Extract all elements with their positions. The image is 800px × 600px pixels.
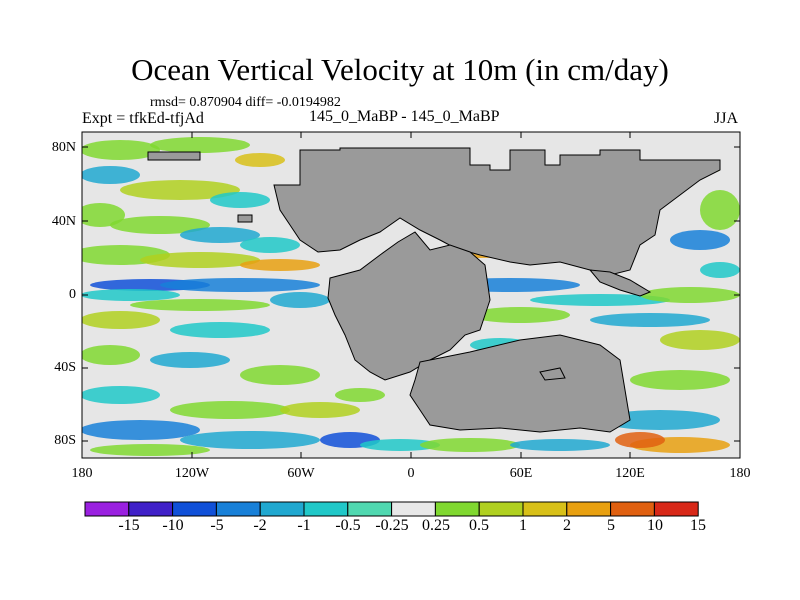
experiment-label: Expt = tfkEd-tfjAd	[82, 110, 204, 127]
velocity-contour-patch	[335, 388, 385, 402]
colorbar-swatch	[391, 501, 436, 517]
velocity-contour-patch	[240, 259, 320, 271]
x-tick-label: 180	[71, 466, 93, 481]
colorbar-swatch	[610, 501, 655, 517]
colorbar-swatch	[172, 501, 217, 517]
colorbar-swatch	[347, 501, 393, 517]
colorbar-swatch	[84, 501, 130, 517]
velocity-contour-patch	[82, 345, 140, 365]
colorbar-swatch	[478, 501, 524, 517]
land-small-island	[237, 214, 253, 223]
velocity-contour-patch	[510, 439, 610, 451]
colorbar-swatch	[434, 501, 480, 517]
colorbar-label: 0.25	[422, 517, 450, 534]
velocity-contour-patch	[160, 278, 320, 292]
velocity-contour-patch	[82, 289, 180, 301]
x-tick-label: 0	[407, 466, 415, 481]
velocity-contour-patch	[180, 227, 260, 243]
x-tick-label: 120W	[174, 466, 210, 481]
velocity-contour-patch	[82, 311, 160, 329]
velocity-contour-patch	[150, 137, 250, 153]
colorbar-label: 1	[519, 517, 527, 534]
axis-ticks	[81, 132, 741, 458]
colorbar-label: -2	[253, 517, 267, 534]
colorbar-label: -15	[118, 517, 140, 534]
velocity-contour-patch	[235, 153, 285, 167]
velocity-contour-patch	[420, 438, 520, 452]
velocity-contour-patch	[615, 432, 665, 448]
velocity-contour-patch	[82, 203, 125, 227]
velocity-contour-patch	[180, 431, 320, 449]
velocity-contour-patch	[150, 352, 230, 368]
velocity-contour-patch	[90, 444, 210, 456]
velocity-contour-patch	[470, 307, 570, 323]
colorbar-swatch	[522, 501, 568, 517]
y-tick-label: 80S	[54, 433, 76, 448]
colorbar-label: 10	[647, 517, 663, 534]
season-label: JJA	[714, 110, 739, 127]
velocity-contour-patch	[170, 322, 270, 338]
velocity-contour-patch	[530, 294, 670, 306]
colorbar-label: -0.5	[335, 517, 361, 534]
colorbar-label: -5	[210, 517, 224, 534]
velocity-contour-patch	[280, 402, 360, 418]
velocity-contour-patch	[170, 401, 290, 419]
velocity-contour-patch	[700, 262, 740, 278]
colorbar-swatch	[653, 501, 699, 517]
colorbar-swatch	[566, 501, 612, 517]
velocity-contour-patch	[590, 313, 710, 327]
colorbar-label: -0.25	[375, 517, 409, 534]
stats-label: rmsd= 0.870904 diff= -0.0194982	[150, 95, 341, 110]
colorbar-swatch	[128, 501, 174, 517]
velocity-contour-patch	[240, 237, 300, 253]
land-africa-south-america-block	[327, 231, 491, 381]
x-tick-label: 120E	[615, 466, 645, 481]
velocity-contour-patch	[210, 192, 270, 208]
colorbar-label: 5	[607, 517, 615, 534]
velocity-contour-patch	[660, 330, 740, 350]
velocity-contour-patch	[630, 370, 730, 390]
map-title: Ocean Vertical Velocity at 10m (in cm/da…	[131, 52, 669, 87]
colorbar-label: 15	[690, 517, 706, 534]
land-north-america-eurasia-block	[273, 147, 721, 276]
x-tick-label: 60E	[509, 466, 533, 481]
y-tick-label: 0	[69, 287, 76, 302]
velocity-contour-patch	[82, 166, 140, 184]
colorbar-label: 0.5	[469, 517, 489, 534]
velocity-contour-patch	[640, 287, 740, 303]
y-tick-label: 80N	[51, 140, 76, 155]
land-masses	[147, 147, 721, 433]
velocity-contour-patch	[140, 252, 260, 268]
colorbar-swatch	[259, 501, 305, 517]
velocity-contour-patch	[82, 420, 200, 440]
velocity-contour-patch	[270, 292, 330, 308]
colorbar-swatch	[303, 501, 349, 517]
land-small-island-east	[539, 367, 566, 381]
velocity-contour-patch	[600, 410, 720, 430]
colorbar-label: -1	[297, 517, 311, 534]
land-island-chain	[588, 269, 652, 297]
x-tick-label: 60W	[287, 466, 315, 481]
velocity-contour-patch	[130, 299, 270, 311]
velocity-contour-patch	[240, 365, 320, 385]
colorbar	[84, 501, 699, 517]
colorbar-label: 2	[563, 517, 571, 534]
land-greenland-block	[147, 151, 201, 161]
velocity-contour-patch	[700, 190, 740, 230]
velocity-contour-patch	[120, 180, 240, 200]
y-tick-label: 40N	[51, 214, 76, 229]
x-tick-label: 180	[729, 466, 751, 481]
velocity-field	[82, 137, 740, 456]
velocity-contour-patch	[82, 140, 160, 160]
velocity-contour-patch	[82, 386, 160, 404]
colorbar-label: -10	[162, 517, 184, 534]
velocity-contour-patch	[110, 216, 210, 234]
center-label: 145_0_MaBP - 145_0_MaBP	[309, 108, 500, 125]
land-antarctica-block	[409, 334, 631, 433]
velocity-contour-patch	[360, 439, 440, 451]
colorbar-swatch	[215, 501, 261, 517]
velocity-contour-patch	[670, 230, 730, 250]
y-tick-label: 40S	[54, 360, 76, 375]
